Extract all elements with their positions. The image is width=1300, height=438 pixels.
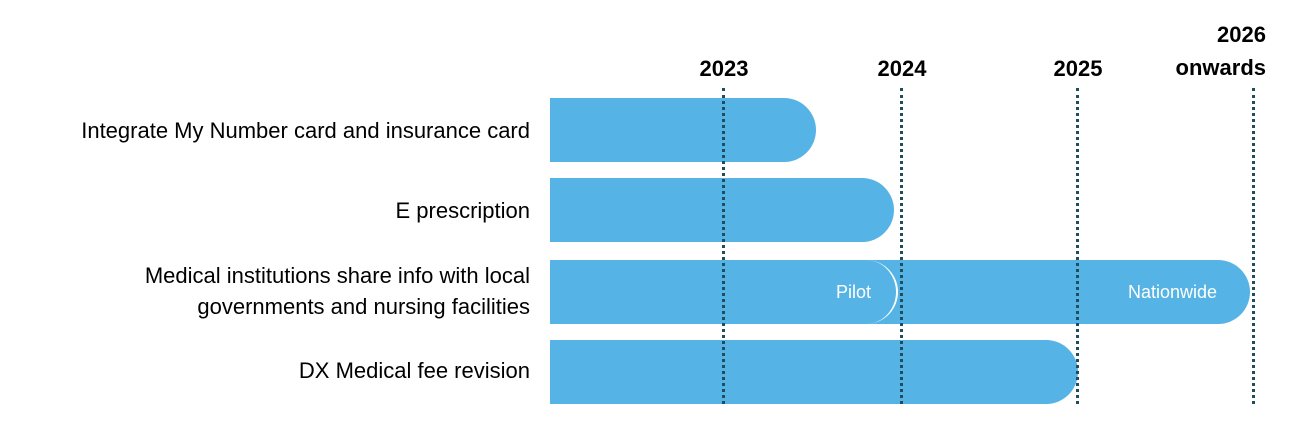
column-header: 2025 — [1053, 56, 1103, 81]
row-label: E prescription — [395, 198, 530, 223]
row-label: Integrate My Number card and insurance c… — [81, 118, 530, 143]
row-label: Medical institutions share info with loc… — [144, 263, 530, 319]
bar-row-1 — [550, 98, 816, 162]
year-line — [1252, 88, 1255, 404]
bar-row-4 — [550, 340, 1078, 404]
year-line — [900, 88, 903, 404]
year-line — [722, 88, 725, 404]
column-header: 2026 onwards — [1175, 22, 1266, 80]
row-label: DX Medical fee revision — [298, 358, 530, 383]
phase-label: Nationwide — [1128, 282, 1218, 302]
phase-label: Pilot — [836, 282, 872, 302]
bar-nationwide — [866, 260, 1250, 324]
column-header: 2023 — [699, 56, 749, 81]
year-line — [1076, 88, 1079, 404]
column-header: 2024 — [877, 56, 927, 81]
